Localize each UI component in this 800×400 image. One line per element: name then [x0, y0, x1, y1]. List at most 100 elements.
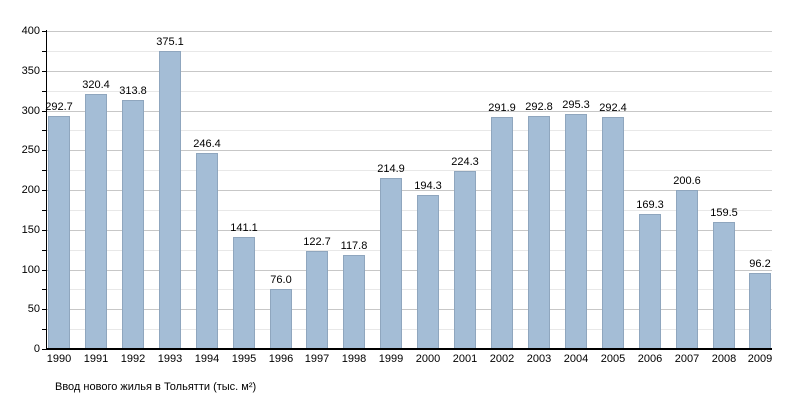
gridline-minor — [46, 329, 772, 330]
bar — [233, 237, 255, 349]
bar-value-label: 169.3 — [636, 199, 664, 211]
y-axis-tick — [42, 111, 46, 112]
y-axis-label: 50 — [27, 303, 40, 315]
x-axis-label: 2002 — [489, 353, 515, 365]
gridline-minor — [46, 130, 772, 131]
x-axis-label: 2001 — [452, 353, 478, 365]
bar — [270, 289, 292, 349]
bar — [491, 117, 513, 349]
y-axis-label: 250 — [21, 144, 40, 156]
bar-value-label: 76.0 — [270, 274, 292, 286]
gridline-major — [46, 230, 772, 231]
gridline-major — [46, 71, 772, 72]
bar-value-label: 292.8 — [525, 101, 553, 113]
y-axis-tick — [42, 309, 46, 310]
y-axis-label: 350 — [21, 65, 40, 77]
y-axis-line — [46, 30, 47, 349]
y-axis-label: 150 — [21, 224, 40, 236]
y-axis-label: 0 — [33, 343, 40, 355]
y-axis-tick — [42, 329, 46, 330]
bar — [85, 94, 107, 349]
y-axis-tick — [42, 270, 46, 271]
y-axis-label: 300 — [21, 105, 40, 117]
bar — [48, 116, 70, 349]
bar-value-label: 375.1 — [156, 36, 184, 48]
x-axis-label: 1996 — [268, 353, 294, 365]
gridline-minor — [46, 170, 772, 171]
y-axis-tick — [42, 210, 46, 211]
x-axis-label: 1995 — [231, 353, 257, 365]
x-axis-label: 1999 — [378, 353, 404, 365]
bar — [676, 190, 698, 349]
gridline-minor — [46, 289, 772, 290]
bar-value-label: 292.7 — [45, 101, 73, 113]
x-axis-label: 2006 — [637, 353, 663, 365]
y-axis-tick — [42, 150, 46, 151]
bar-value-label: 292.4 — [599, 102, 627, 114]
bar — [159, 51, 181, 349]
y-axis-label: 100 — [21, 264, 40, 276]
x-axis-label: 2000 — [415, 353, 441, 365]
x-axis-label: 2004 — [563, 353, 589, 365]
x-axis-label: 1993 — [157, 353, 183, 365]
bar — [122, 100, 144, 349]
gridline-major — [46, 270, 772, 271]
bar — [639, 214, 661, 349]
bar-value-label: 246.4 — [193, 138, 221, 150]
chart-caption: Ввод нового жилья в Тольятти (тыс. м²) — [55, 381, 257, 393]
bar-value-label: 194.3 — [414, 180, 442, 192]
y-axis-label: 200 — [21, 184, 40, 196]
gridline-minor — [46, 91, 772, 92]
x-axis-line — [46, 348, 772, 350]
y-axis-tick — [42, 230, 46, 231]
x-axis-label: 1992 — [120, 353, 146, 365]
gridline-minor — [46, 51, 772, 52]
bar — [343, 255, 365, 349]
bar — [196, 153, 218, 349]
bar-value-label: 313.8 — [119, 85, 147, 97]
y-axis-tick — [42, 91, 46, 92]
y-axis-tick — [42, 289, 46, 290]
bar-value-label: 122.7 — [303, 236, 331, 248]
bar — [565, 114, 587, 349]
x-axis-label: 1994 — [194, 353, 220, 365]
gridline-major — [46, 150, 772, 151]
bar-value-label: 159.5 — [710, 207, 738, 219]
y-axis-tick — [42, 130, 46, 131]
bar — [380, 178, 402, 349]
bar-value-label: 291.9 — [488, 102, 516, 114]
gridline-minor — [46, 210, 772, 211]
gridline-major — [46, 190, 772, 191]
x-axis-label: 1991 — [83, 353, 109, 365]
bar-value-label: 117.8 — [340, 240, 368, 252]
bar — [528, 116, 550, 349]
x-axis-label: 2005 — [600, 353, 626, 365]
y-axis-tick — [42, 51, 46, 52]
bar — [454, 171, 476, 349]
bar-value-label: 320.4 — [82, 79, 110, 91]
gridline-minor — [46, 250, 772, 251]
bar-value-label: 224.3 — [451, 156, 479, 168]
y-axis-tick — [42, 71, 46, 72]
gridline-major — [46, 309, 772, 310]
y-axis-label: 400 — [21, 25, 40, 37]
x-axis-label: 1990 — [46, 353, 72, 365]
x-axis-label: 2003 — [526, 353, 552, 365]
bar-value-label: 295.3 — [562, 99, 590, 111]
x-axis-label: 1998 — [341, 353, 367, 365]
y-axis-tick — [42, 190, 46, 191]
bar-value-label: 96.2 — [749, 258, 771, 270]
bar-value-label: 200.6 — [673, 175, 701, 187]
x-axis-label: 1997 — [304, 353, 330, 365]
x-axis-label: 2009 — [747, 353, 773, 365]
y-axis-tick — [42, 349, 46, 350]
gridline-major — [46, 31, 772, 32]
bar — [713, 222, 735, 349]
bar-value-label: 141.1 — [230, 222, 258, 234]
bar — [602, 117, 624, 349]
bar-value-label: 214.9 — [377, 163, 405, 175]
bar — [749, 273, 771, 349]
gridline-major — [46, 111, 772, 112]
